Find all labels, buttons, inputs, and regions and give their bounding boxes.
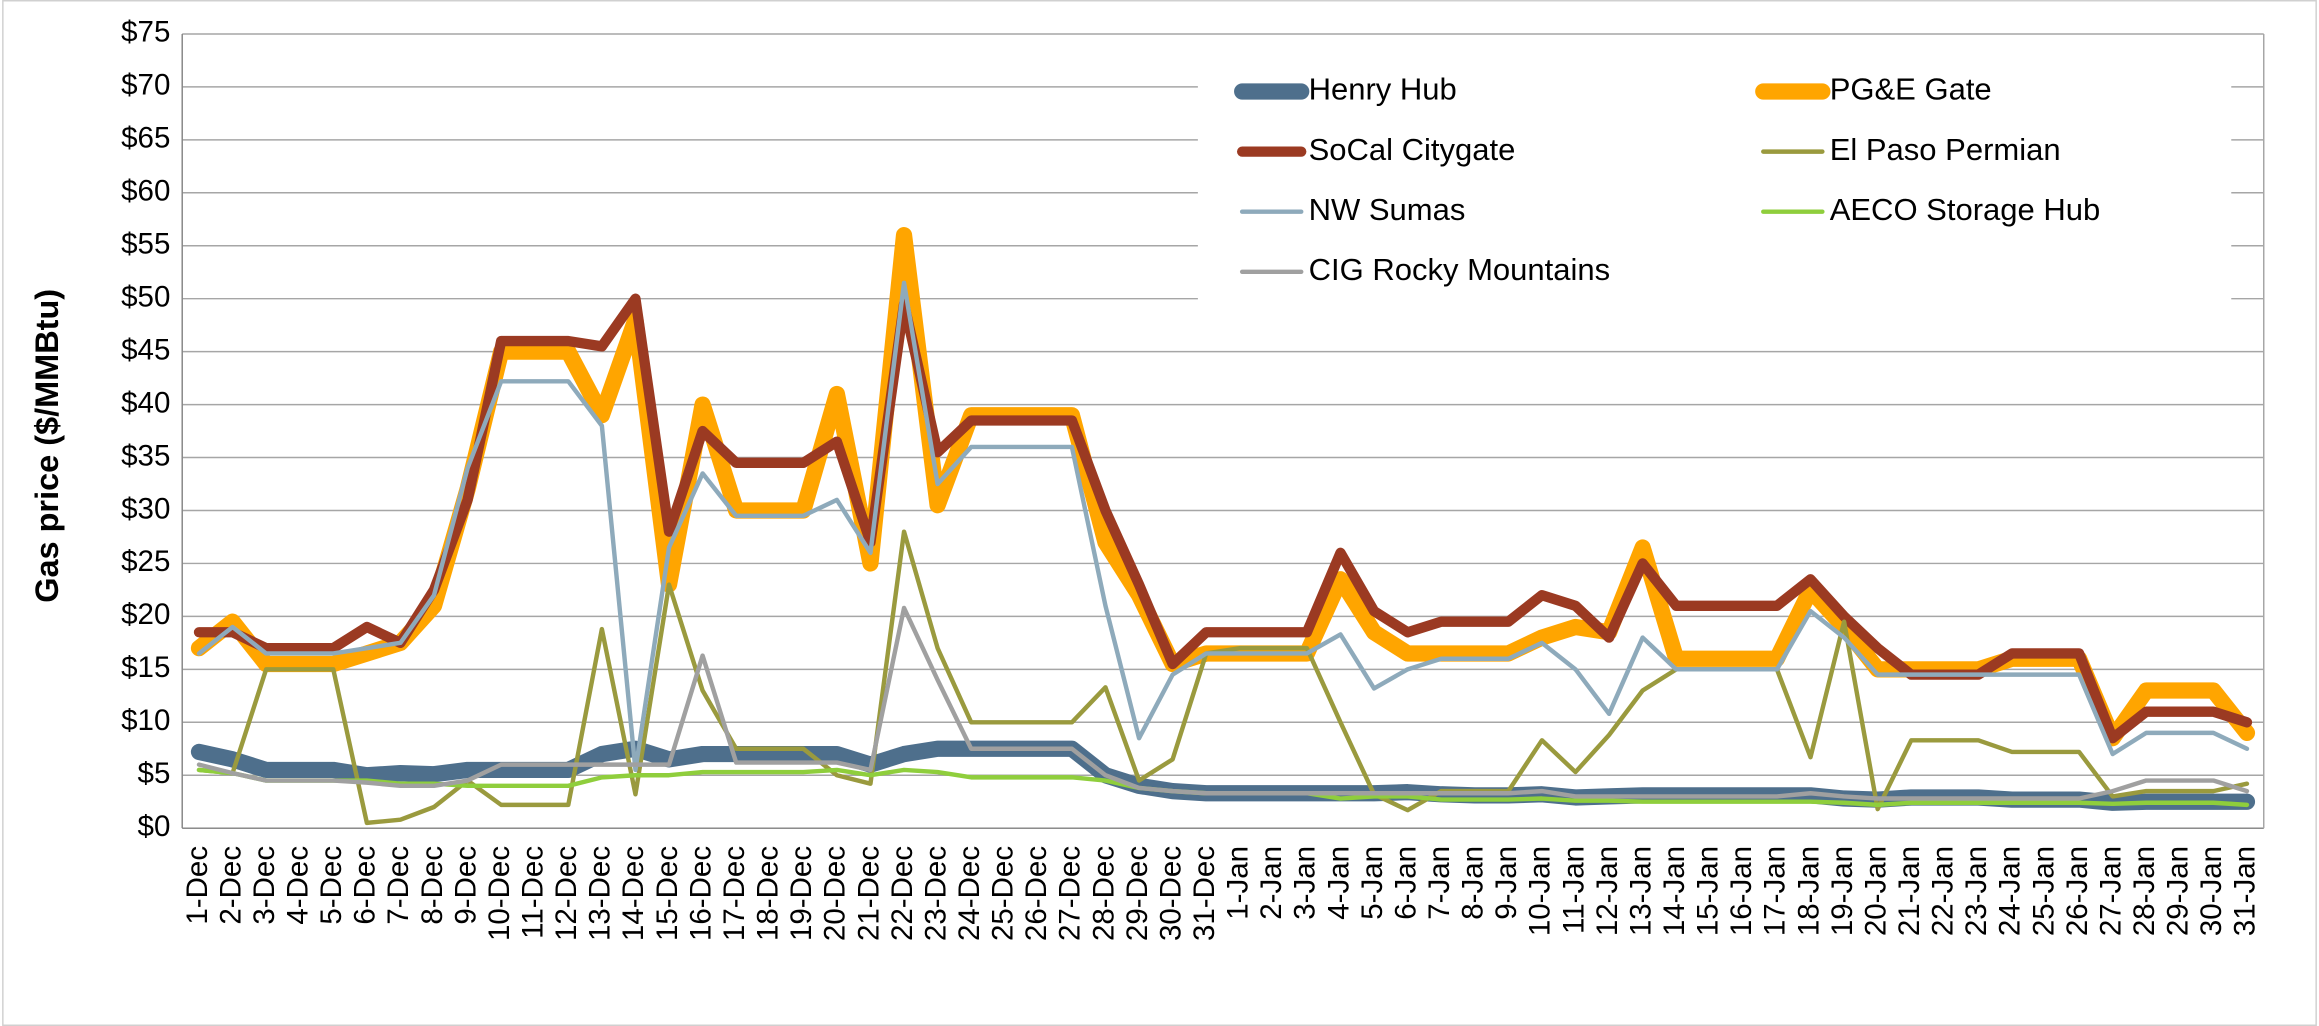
x-tick-label: 31-Dec [1188, 846, 1221, 941]
x-tick-label: 13-Dec [584, 846, 617, 941]
x-tick-label: 10-Dec [483, 846, 516, 941]
legend-label: Henry Hub [1309, 72, 1457, 107]
series-line [193, 293, 2253, 744]
y-tick-label: $0 [138, 810, 171, 843]
x-tick-label: 5-Jan [1356, 846, 1389, 920]
legend-label: CIG Rocky Mountains [1309, 252, 1610, 287]
x-tick-label: 18-Jan [1792, 846, 1825, 936]
x-tick-label: 28-Dec [1087, 846, 1120, 941]
x-tick-label: 23-Jan [1960, 846, 1993, 936]
x-tick-label: 17-Dec [718, 846, 751, 941]
x-tick-label: 29-Jan [2162, 846, 2195, 936]
x-tick-label: 23-Dec [919, 846, 952, 941]
x-tick-label: 20-Dec [819, 846, 852, 941]
x-tick-label: 4-Jan [1322, 846, 1355, 920]
legend-background [1197, 56, 2232, 305]
x-tick-label: 6-Dec [349, 846, 382, 925]
legend-label: AECO Storage Hub [1830, 192, 2101, 227]
y-tick-label: $40 [121, 386, 170, 419]
x-tick-label: 30-Dec [1154, 846, 1187, 941]
x-tick-label: 16-Dec [684, 846, 717, 941]
x-tick-label: 27-Jan [2094, 846, 2127, 936]
legend-label: NW Sumas [1309, 192, 1466, 227]
x-tick-label: 19-Jan [1826, 846, 1859, 936]
x-tick-label: 29-Dec [1121, 846, 1154, 941]
x-tick-label: 17-Jan [1759, 846, 1792, 936]
y-tick-label: $10 [121, 704, 170, 737]
x-tick-label: 28-Jan [2128, 846, 2161, 936]
y-tick-label: $45 [121, 333, 170, 366]
x-tick-label: 14-Dec [617, 846, 650, 941]
y-tick-label: $65 [121, 122, 170, 155]
x-tick-label: 8-Jan [1457, 846, 1490, 920]
x-tick-label: 2-Jan [1255, 846, 1288, 920]
y-tick-label: $60 [121, 175, 170, 208]
x-tick-label: 15-Dec [651, 846, 684, 941]
x-tick-label: 24-Dec [953, 846, 986, 941]
x-tick-label: 9-Dec [449, 846, 482, 925]
x-tick-label: 22-Dec [886, 846, 919, 941]
y-tick-label: $35 [121, 439, 170, 472]
x-tick-label: 25-Dec [987, 846, 1020, 941]
x-tick-label: 1-Jan [1222, 846, 1255, 920]
legend-label: El Paso Permian [1830, 132, 2061, 167]
legend: Henry Hub PG&E Gate SoCal Citygate El Paso … [1197, 56, 2232, 305]
x-tick-label: 7-Jan [1423, 846, 1456, 920]
x-tick-label: 15-Jan [1692, 846, 1725, 936]
x-tick-label: 21-Jan [1893, 846, 1926, 936]
x-tick-label: 10-Jan [1524, 846, 1557, 936]
x-tick-label: 4-Dec [282, 846, 315, 925]
x-tick-label: 11-Dec [517, 846, 550, 939]
x-tick-label: 11-Jan [1557, 846, 1590, 934]
y-axis-label: Gas price ($/MMBtu) [29, 289, 65, 603]
x-tick-label: 7-Dec [382, 846, 415, 925]
y-tick-label: $15 [121, 651, 170, 684]
x-tick-label: 22-Jan [1927, 846, 1960, 936]
y-tick-label: $5 [138, 757, 171, 790]
x-tick-label: 12-Dec [550, 846, 583, 941]
x-tick-label: 25-Jan [2027, 846, 2060, 936]
series-line [196, 280, 2250, 773]
x-tick-label: 26-Jan [2061, 846, 2094, 936]
x-tick-label: 14-Jan [1658, 846, 1691, 936]
x-tick-label: 9-Jan [1490, 846, 1523, 920]
x-tick-label: 3-Jan [1289, 846, 1322, 920]
x-tick-label: 31-Jan [2229, 846, 2262, 936]
y-tick-label: $70 [121, 69, 170, 102]
y-tick-label: $25 [121, 545, 170, 578]
x-tick-label: 8-Dec [416, 846, 449, 925]
x-tick-label: 16-Jan [1725, 846, 1758, 936]
x-tick-label: 24-Jan [1994, 846, 2027, 936]
series-line [196, 529, 2250, 826]
y-tick-label: $55 [121, 228, 170, 261]
x-tick-label: 27-Dec [1054, 846, 1087, 941]
y-tick-label: $50 [121, 280, 170, 313]
x-tick-label: 1-Dec [181, 846, 214, 925]
x-tick-label: 19-Dec [785, 846, 818, 941]
x-tick-label: 26-Dec [1020, 846, 1053, 941]
x-tick-label: 5-Dec [315, 846, 348, 925]
x-tick-label: 13-Jan [1624, 846, 1657, 936]
x-tick-label: 20-Jan [1859, 846, 1892, 936]
x-tick-label: 21-Dec [852, 846, 885, 941]
x-tick-label: 30-Jan [2195, 846, 2228, 936]
series-lines [190, 227, 2256, 826]
legend-label: PG&E Gate [1830, 72, 1992, 107]
series-line [196, 605, 2250, 801]
x-tick-label: 2-Dec [214, 846, 247, 925]
y-tick-label: $75 [121, 16, 170, 49]
x-tick-label: 6-Jan [1389, 846, 1422, 920]
x-tick-label: 3-Dec [248, 846, 281, 925]
y-tick-label: $30 [121, 492, 170, 525]
axes: $0 $5 $10 $15 $20 $25 $30 $35 $40 $45 $50 $55 $60 $65… [121, 16, 2265, 941]
legend-label: SoCal Citygate [1309, 132, 1516, 167]
x-tick-label: 12-Jan [1591, 846, 1624, 936]
x-tick-label: 18-Dec [752, 846, 785, 941]
y-tick-label: $20 [121, 598, 170, 631]
